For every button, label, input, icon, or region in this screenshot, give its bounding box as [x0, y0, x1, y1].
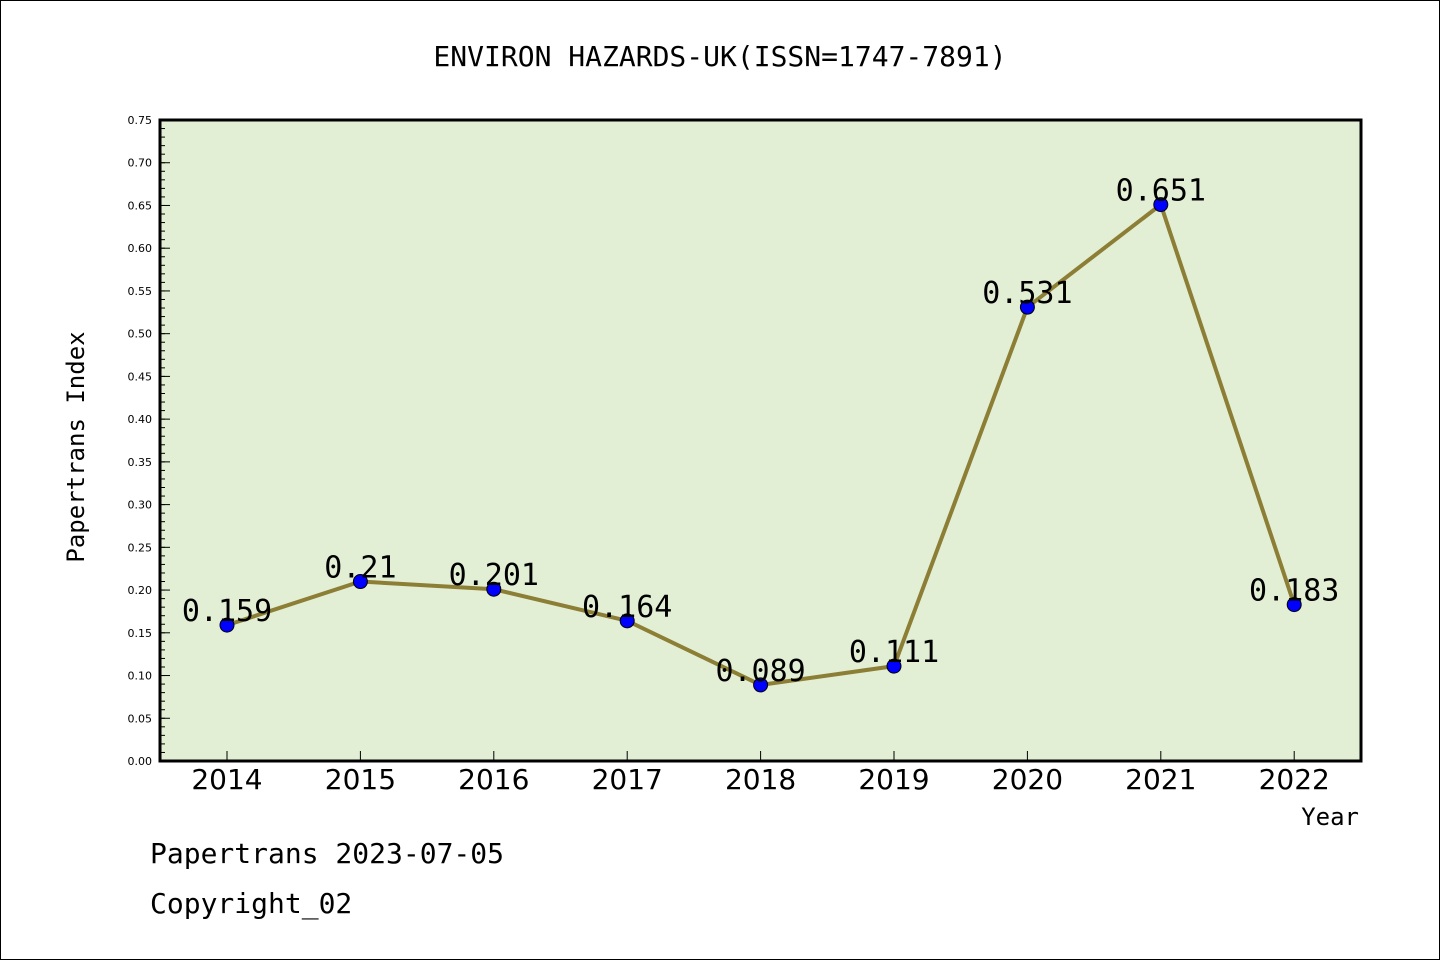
x-tick-label: 2014	[191, 763, 262, 796]
data-label: 0.159	[182, 594, 272, 629]
x-tick-label: 2015	[325, 763, 396, 796]
series-papertrans-index: 0.159 0.21 0.201 0.164 0.089 0.111 0.531 0.651 0…	[182, 174, 1339, 693]
footer-copyright: Copyright_02	[150, 887, 352, 921]
y-tick-label: 0.55	[128, 285, 153, 298]
y-tick-label: 0.15	[128, 627, 153, 640]
y-tick-label: 0.60	[128, 242, 153, 255]
chart-title: ENVIRON HAZARDS-UK(ISSN=1747-7891)	[433, 40, 1006, 73]
data-label: 0.651	[1116, 174, 1206, 209]
y-tick-label: 0.45	[128, 370, 153, 383]
y-tick-label: 0.70	[128, 157, 153, 170]
data-point	[1153, 197, 1169, 213]
data-label: 0.21	[324, 551, 396, 586]
y-tick-label: 0.75	[128, 114, 153, 127]
x-tick-label: 2020	[992, 763, 1063, 796]
y-axis-title: Papertrans Index	[62, 331, 90, 562]
x-tick-label: 2017	[592, 763, 663, 796]
x-tick-label: 2016	[458, 763, 529, 796]
x-tick-label: 2022	[1259, 763, 1330, 796]
footer-date: Papertrans 2023-07-05	[150, 837, 504, 870]
y-tick-label: 0.35	[128, 456, 153, 469]
data-point	[352, 574, 368, 590]
y-tick-label: 0.40	[128, 413, 153, 426]
plot-area	[158, 118, 1363, 763]
y-tick-label: 0.05	[128, 712, 153, 725]
data-point	[886, 658, 902, 674]
data-label: 0.089	[715, 654, 805, 689]
y-tick-label: 0.10	[128, 670, 153, 683]
data-point	[1019, 299, 1035, 315]
y-tick-label: 0.20	[128, 584, 153, 597]
y-tick-label: 0.50	[128, 328, 153, 341]
data-label: 0.183	[1249, 574, 1339, 609]
x-axis-title: Year	[1301, 803, 1359, 831]
data-label: 0.111	[849, 635, 939, 670]
data-label: 0.531	[982, 276, 1072, 311]
y-tick-label: 0.30	[128, 499, 153, 512]
data-label: 0.164	[582, 590, 672, 625]
data-point	[619, 613, 635, 629]
data-point	[219, 617, 235, 633]
y-tick-label: 0.25	[128, 541, 153, 554]
x-axis: 2014 2015 2016 2017 2018 2019 2020 2021 2022	[191, 751, 1330, 796]
x-tick-label: 2019	[858, 763, 929, 796]
y-axis: 0.00 0.05 0.10 0.15 0.20 0.25 0.30 0.35 0.40 0.45…	[128, 114, 170, 768]
data-point	[1286, 597, 1302, 613]
x-tick-label: 2018	[725, 763, 796, 796]
x-tick-label: 2021	[1125, 763, 1196, 796]
y-tick-label: 0.00	[128, 755, 153, 768]
data-label: 0.201	[449, 558, 539, 593]
data-point	[486, 581, 502, 597]
data-point	[753, 677, 769, 693]
y-tick-label: 0.65	[128, 199, 153, 212]
